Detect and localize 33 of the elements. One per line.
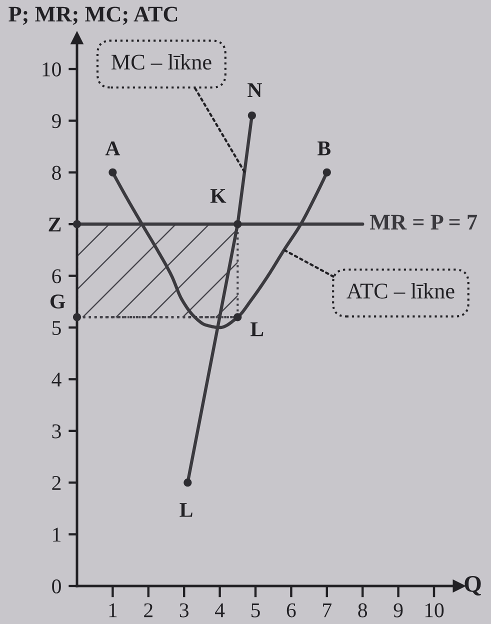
y-tick-label: 1 <box>53 528 60 542</box>
annotation: L <box>180 503 192 517</box>
y-tick-label: 4 <box>52 372 62 386</box>
y-tick-label: 10 <box>42 62 61 76</box>
x-tick-label: 10 <box>425 603 444 618</box>
annotation: L <box>250 322 264 336</box>
y-tick-label: 9 <box>52 114 61 128</box>
x-tick-label: 1 <box>109 603 117 618</box>
x-tick-label: 5 <box>252 603 260 618</box>
y-axis-title: P; MR; MC; ATC <box>8 6 178 25</box>
x-tick-label: 2 <box>144 603 152 618</box>
annotation: N <box>248 83 262 97</box>
y-tick-label: 8 <box>52 166 61 180</box>
annotation: ATC – līkne <box>346 282 454 299</box>
annotation: B <box>318 142 330 156</box>
annotation: G <box>50 294 66 308</box>
y-tick-label: Z <box>48 218 61 232</box>
x-axis-title: Q <box>464 576 481 596</box>
series-label: MR = P = 7 <box>370 214 478 230</box>
annotation: MC – līkne <box>111 54 212 70</box>
y-tick-label: 6 <box>52 269 62 284</box>
x-tick-label: 7 <box>323 603 332 618</box>
y-tick-label: 3 <box>52 424 61 438</box>
x-tick-label: 9 <box>394 603 403 618</box>
x-tick-label: 6 <box>286 603 296 618</box>
y-tick-label: 0 <box>52 579 61 594</box>
annotation: K <box>210 189 226 203</box>
x-tick-label: 8 <box>358 603 368 618</box>
y-tick-label: 2 <box>52 476 61 490</box>
annotation: A <box>105 141 120 156</box>
x-tick-label: 3 <box>180 603 188 618</box>
y-tick-label: 5 <box>52 321 61 335</box>
x-tick-label: 4 <box>215 603 225 618</box>
